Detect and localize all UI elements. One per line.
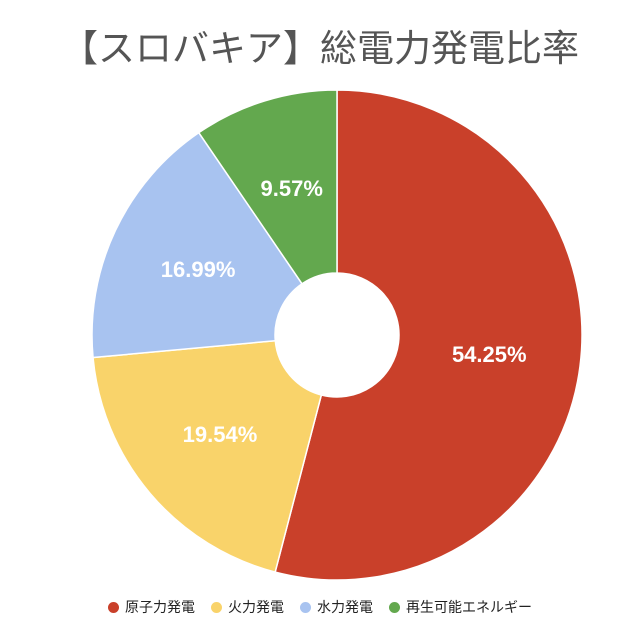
legend-marker [389,601,400,613]
pie-slice [274,89,583,581]
slice-value-label: 54.25% [452,342,527,367]
pie-slice [197,89,338,285]
legend-marker [300,601,311,613]
legend-marker [108,601,119,613]
legend-label: 再生可能エネルギー [406,600,532,616]
pie-slice [91,131,304,359]
legend-item: 水力発電 [300,597,373,617]
legend-label: 水力発電 [317,600,373,616]
legend-item: 火力発電 [211,597,284,617]
chart-title: 【スロバキア】総電力発電比率 [61,27,579,70]
legend-label: 原子力発電 [125,600,195,616]
legend-label: 火力発電 [228,600,284,616]
legend-item: 再生可能エネルギー [389,597,532,617]
pie-slice [92,339,323,573]
legend: 原子力発電 火力発電 水力発電 再生可能エネルギー [0,597,640,617]
legend-marker [211,601,222,613]
slice-value-label: 16.99% [161,257,236,282]
slice-value-label: 9.57% [261,176,323,201]
legend-item: 原子力発電 [108,597,195,617]
slice-value-label: 19.54% [183,422,258,447]
